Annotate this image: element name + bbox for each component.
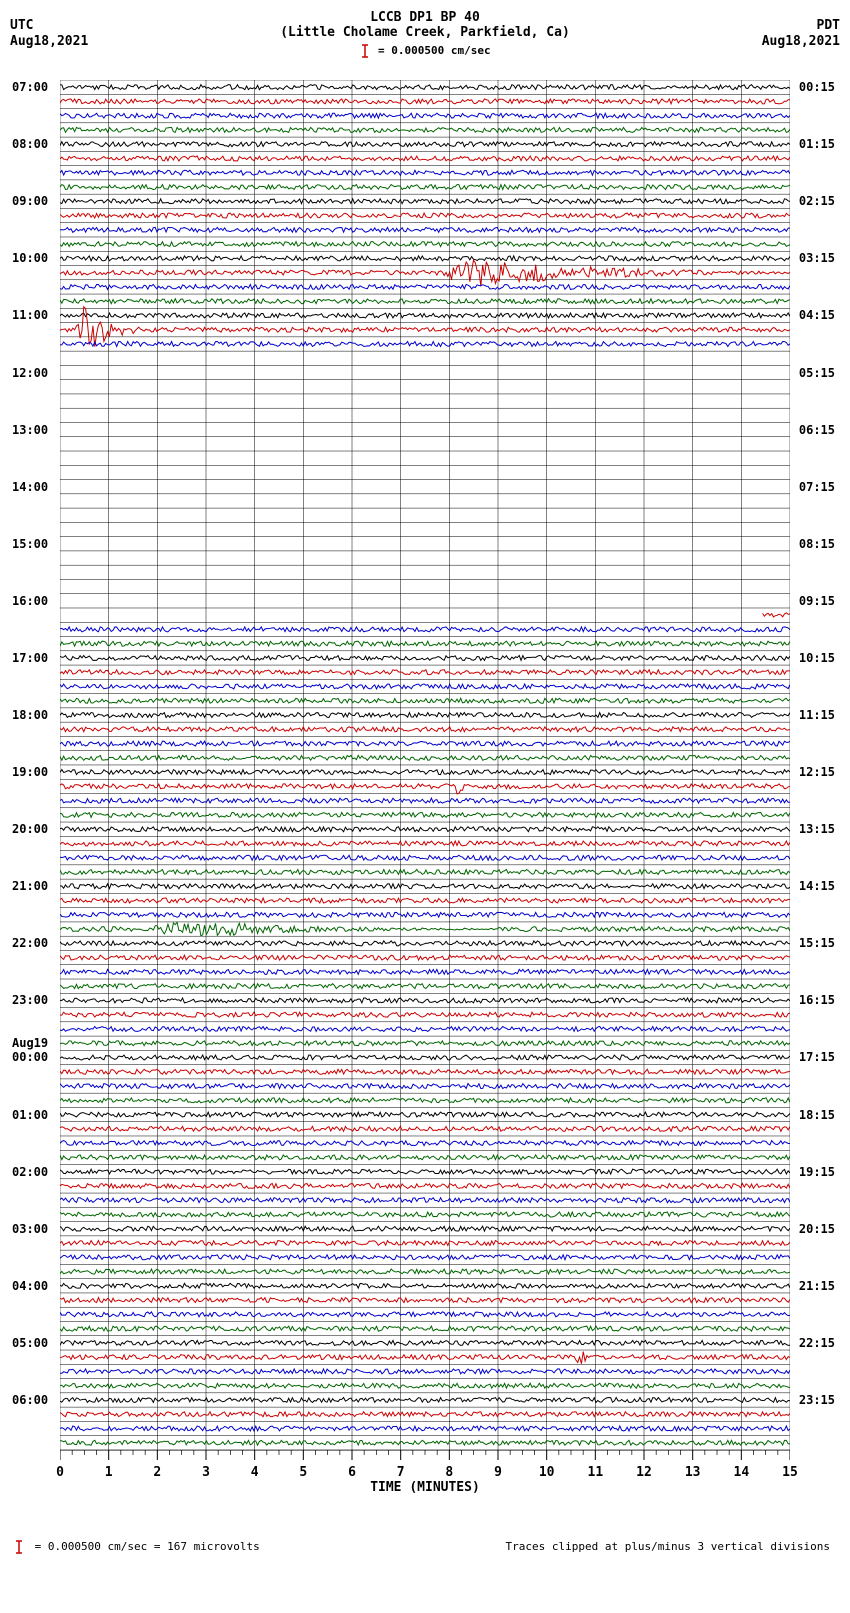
- utc-time-label: 06:00: [12, 1393, 48, 1407]
- pdt-time-label: 13:15: [799, 822, 835, 836]
- utc-time-label: 04:00: [12, 1279, 48, 1293]
- footer-left-text: = 0.000500 cm/sec = 167 microvolts: [35, 1540, 260, 1553]
- scale-text: = 0.000500 cm/sec: [378, 44, 491, 57]
- utc-time-label: 17:00: [12, 651, 48, 665]
- utc-time-label: 13:00: [12, 423, 48, 437]
- utc-time-label: 18:00: [12, 708, 48, 722]
- utc-time-label: 14:00: [12, 480, 48, 494]
- pdt-time-label: 05:15: [799, 366, 835, 380]
- x-tick-label: 0: [56, 1465, 64, 1480]
- pdt-time-label: 21:15: [799, 1279, 835, 1293]
- x-tick-label: 1: [105, 1465, 113, 1480]
- header: UTC Aug18,2021 PDT Aug18,2021 LCCB DP1 B…: [10, 10, 840, 80]
- pdt-time-label: 08:15: [799, 537, 835, 551]
- utc-time-label: 10:00: [12, 251, 48, 265]
- pdt-time-label: 15:15: [799, 936, 835, 950]
- pdt-time-label: 22:15: [799, 1336, 835, 1350]
- x-tick-label: 9: [494, 1465, 502, 1480]
- date-left: Aug18,2021: [10, 34, 88, 49]
- x-tick-label: 12: [636, 1465, 652, 1480]
- utc-time-label: 21:00: [12, 879, 48, 893]
- x-tick-label: 11: [588, 1465, 604, 1480]
- utc-time-label: 20:00: [12, 822, 48, 836]
- title-sub: (Little Cholame Creek, Parkfield, Ca): [10, 25, 840, 40]
- x-tick-label: 15: [782, 1465, 798, 1480]
- x-tick-label: 8: [445, 1465, 453, 1480]
- pdt-time-label: 17:15: [799, 1050, 835, 1064]
- pdt-time-label: 06:15: [799, 423, 835, 437]
- x-axis-title: TIME (MINUTES): [60, 1480, 790, 1495]
- utc-time-label: 11:00: [12, 308, 48, 322]
- pdt-time-label: 16:15: [799, 993, 835, 1007]
- pdt-time-label: 11:15: [799, 708, 835, 722]
- utc-time-label: 19:00: [12, 765, 48, 779]
- utc-time-label: 09:00: [12, 194, 48, 208]
- x-tick-label: 5: [299, 1465, 307, 1480]
- utc-time-label: 07:00: [12, 80, 48, 94]
- utc-time-label: 08:00: [12, 137, 48, 151]
- pdt-time-label: 18:15: [799, 1108, 835, 1122]
- x-tick-label: 7: [397, 1465, 405, 1480]
- footer-left: = 0.000500 cm/sec = 167 microvolts: [10, 1540, 260, 1554]
- x-tick-label: 4: [251, 1465, 259, 1480]
- pdt-time-label: 07:15: [799, 480, 835, 494]
- utc-time-label: 01:00: [12, 1108, 48, 1122]
- date-right: Aug18,2021: [762, 34, 840, 49]
- pdt-time-label: 09:15: [799, 594, 835, 608]
- x-axis: 0123456789101112131415 TIME (MINUTES): [60, 1450, 790, 1490]
- pdt-time-label: 12:15: [799, 765, 835, 779]
- x-tick-label: 3: [202, 1465, 210, 1480]
- utc-time-label: 02:00: [12, 1165, 48, 1179]
- seismogram-container: UTC Aug18,2021 PDT Aug18,2021 LCCB DP1 B…: [10, 10, 840, 1570]
- timezone-right: PDT: [817, 18, 840, 33]
- x-tick-label: 6: [348, 1465, 356, 1480]
- utc-time-label: 00:00: [12, 1050, 48, 1064]
- footer-right: Traces clipped at plus/minus 3 vertical …: [505, 1540, 830, 1553]
- pdt-time-label: 14:15: [799, 879, 835, 893]
- timezone-left: UTC: [10, 18, 33, 33]
- utc-time-label: 12:00: [12, 366, 48, 380]
- pdt-time-label: 00:15: [799, 80, 835, 94]
- date-row-label: Aug19: [12, 1036, 48, 1050]
- x-tick-label: 2: [153, 1465, 161, 1480]
- seismogram-svg: [60, 80, 790, 1450]
- utc-time-label: 16:00: [12, 594, 48, 608]
- pdt-time-label: 04:15: [799, 308, 835, 322]
- utc-time-label: 22:00: [12, 936, 48, 950]
- utc-time-label: 15:00: [12, 537, 48, 551]
- pdt-time-label: 02:15: [799, 194, 835, 208]
- plot-area: 07:0008:0009:0010:0011:0012:0013:0014:00…: [60, 80, 790, 1450]
- utc-time-label: 23:00: [12, 993, 48, 1007]
- utc-time-label: 03:00: [12, 1222, 48, 1236]
- scale-indicator: = 0.000500 cm/sec: [10, 44, 840, 58]
- utc-time-label: 05:00: [12, 1336, 48, 1350]
- pdt-time-label: 20:15: [799, 1222, 835, 1236]
- x-tick-label: 13: [685, 1465, 701, 1480]
- pdt-time-label: 03:15: [799, 251, 835, 265]
- title-main: LCCB DP1 BP 40: [10, 10, 840, 25]
- pdt-time-label: 19:15: [799, 1165, 835, 1179]
- x-tick-label: 14: [734, 1465, 750, 1480]
- footer: = 0.000500 cm/sec = 167 microvolts Trace…: [10, 1540, 840, 1570]
- pdt-time-label: 23:15: [799, 1393, 835, 1407]
- pdt-time-label: 01:15: [799, 137, 835, 151]
- x-tick-label: 10: [539, 1465, 555, 1480]
- pdt-time-label: 10:15: [799, 651, 835, 665]
